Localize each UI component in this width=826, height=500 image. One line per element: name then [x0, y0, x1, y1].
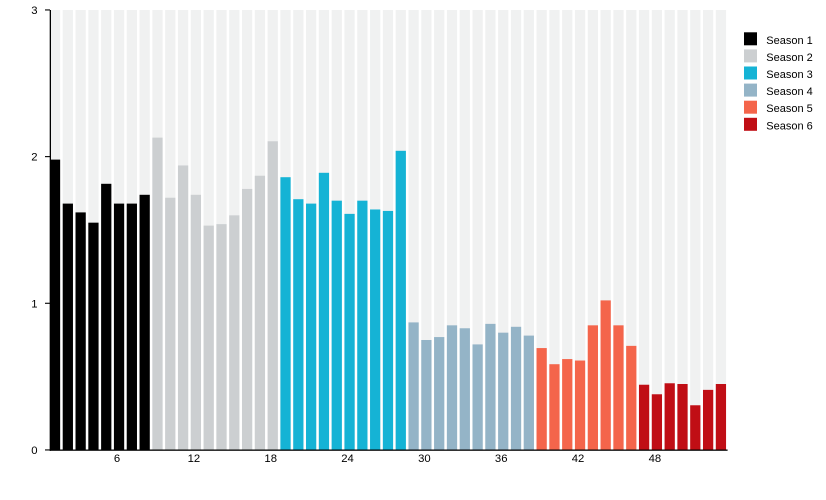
svg-text:Season 5: Season 5 [766, 103, 812, 115]
svg-text:42: 42 [572, 453, 585, 465]
svg-text:30: 30 [418, 453, 431, 465]
svg-text:24: 24 [341, 453, 354, 465]
svg-text:Season 4: Season 4 [766, 86, 812, 98]
svg-text:2: 2 [31, 152, 37, 164]
svg-text:0: 0 [31, 445, 37, 457]
svg-text:Season 6: Season 6 [766, 120, 812, 132]
svg-text:18: 18 [264, 453, 277, 465]
svg-text:Season 1: Season 1 [766, 35, 812, 47]
svg-text:1: 1 [31, 298, 37, 310]
svg-text:Season 2: Season 2 [766, 52, 812, 64]
svg-text:Season 3: Season 3 [766, 69, 812, 81]
svg-text:3: 3 [31, 5, 37, 17]
svg-text:48: 48 [649, 453, 662, 465]
svg-text:12: 12 [188, 453, 201, 465]
svg-text:6: 6 [114, 453, 120, 465]
svg-text:36: 36 [495, 453, 508, 465]
